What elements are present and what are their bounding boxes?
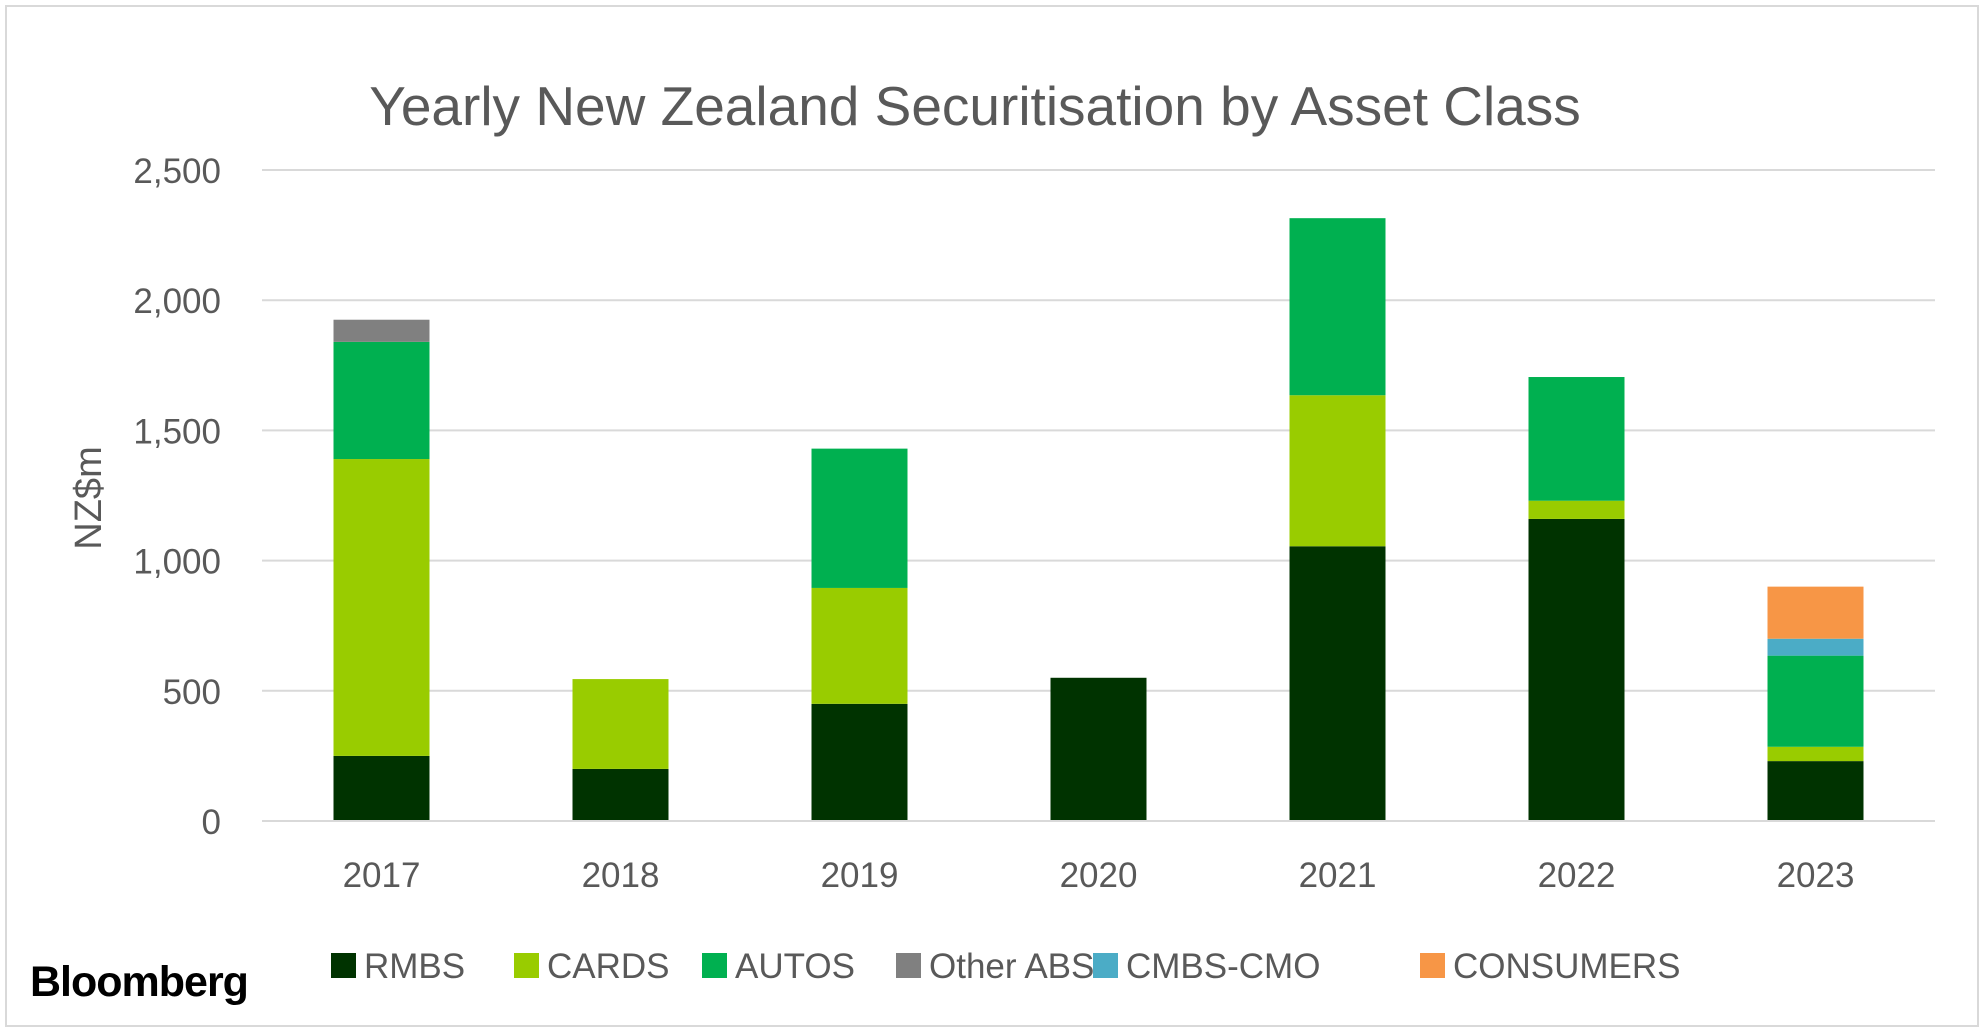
y-tick-label: 500 [163, 673, 221, 712]
legend: RMBS CARDS AUTOS Other ABS CMBS-CMO CONSUMERS [331, 947, 1681, 986]
legend-swatch [1420, 953, 1445, 978]
y-tick-label: 1,000 [133, 543, 221, 582]
x-tick-label: 2018 [582, 856, 660, 895]
legend-label: CONSUMERS [1453, 947, 1681, 986]
bar-segment [1289, 546, 1386, 821]
legend-swatch [896, 953, 921, 978]
bar-segment [811, 703, 908, 821]
x-tick-label: 2021 [1299, 856, 1377, 895]
bar-segment [811, 587, 908, 704]
bars [333, 218, 1864, 821]
bar-segment [1767, 655, 1864, 747]
bar-segment [1528, 518, 1625, 821]
legend-label: AUTOS [735, 947, 855, 986]
bar-segment [1767, 638, 1864, 656]
legend-swatch [702, 953, 727, 978]
bar-segment [811, 448, 908, 588]
bloomberg-logo: Bloomberg [30, 958, 249, 1006]
x-tick-label: 2022 [1538, 856, 1616, 895]
y-tick-label: 2,000 [133, 282, 221, 321]
legend-label: Other ABS [929, 947, 1094, 986]
x-tick-label: 2023 [1777, 856, 1855, 895]
y-tick-label: 2,500 [133, 152, 221, 191]
legend-swatch [514, 953, 539, 978]
chart-title: Yearly New Zealand Securitisation by Ass… [369, 75, 1581, 137]
bar-segment [333, 341, 430, 460]
bar-segment [1289, 218, 1386, 396]
bar-segment [572, 768, 669, 821]
legend-label: RMBS [364, 947, 465, 986]
bar-segment [1528, 377, 1625, 501]
bar-segment [333, 755, 430, 821]
bar-segment [1528, 500, 1625, 519]
bar-segment [333, 319, 430, 342]
gridlines [262, 169, 1935, 692]
bar-segment [333, 459, 430, 756]
x-tick-label: 2020 [1060, 856, 1138, 895]
legend-label: CMBS-CMO [1126, 947, 1320, 986]
x-tick-label: 2019 [821, 856, 899, 895]
legend-label: CARDS [547, 947, 670, 986]
bar-segment [1050, 677, 1147, 821]
y-tick-label: 1,500 [133, 412, 221, 451]
y-tick-label: 0 [202, 803, 221, 842]
bar-segment [1767, 586, 1864, 639]
y-axis-label: NZ$m [68, 446, 110, 549]
bar-segment [1767, 746, 1864, 762]
bar-segment [1289, 395, 1386, 547]
y-axis-tick-labels: 0 500 1,000 1,500 2,000 2,500 [133, 152, 221, 842]
bar-segment [1767, 761, 1864, 821]
bar-segment [572, 679, 669, 769]
legend-swatch [1093, 953, 1118, 978]
x-axis-tick-labels: 2017 2018 2019 2020 2021 2022 2023 [343, 856, 1855, 895]
legend-swatch [331, 953, 356, 978]
x-tick-label: 2017 [343, 856, 421, 895]
